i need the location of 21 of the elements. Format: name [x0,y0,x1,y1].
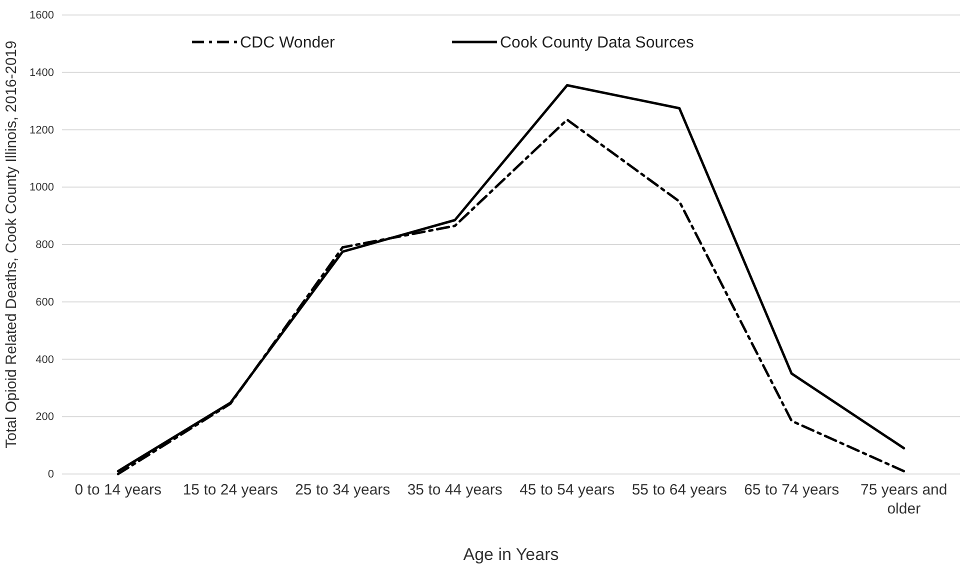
x-tick-label: 35 to 44 years [407,482,502,499]
y-tick-label: 1000 [30,182,54,194]
x-tick-label: 65 to 74 years [744,482,840,499]
x-tick-label: 75 years and older [860,482,948,518]
x-tick-label: 45 to 54 years [520,482,615,499]
x-tick-label: 0 to 14 years [74,482,162,499]
y-tick-label: 1400 [30,66,54,79]
y-tick-label: 200 [36,411,54,424]
y-tick-label: 0 [48,468,54,481]
y-tick-label: 1600 [30,10,54,22]
y-tick-label: 1200 [30,124,54,136]
y-axis-title: Total Opioid Related Deaths, Cook County Illinois, 2016-2019 [3,40,20,448]
legend-label: Cook County Data Sources [500,34,694,52]
y-tick-label: 400 [36,354,54,366]
x-axis-title: Age in Years [463,545,559,564]
y-tick-label: 800 [36,239,54,252]
y-tick-label: 600 [36,296,54,308]
legend-label: CDC Wonder [240,34,336,52]
x-tick-label: 15 to 24 years [182,482,278,499]
x-tick-label: 55 to 64 years [632,482,727,499]
x-tick-label: 25 to 34 years [295,482,390,499]
